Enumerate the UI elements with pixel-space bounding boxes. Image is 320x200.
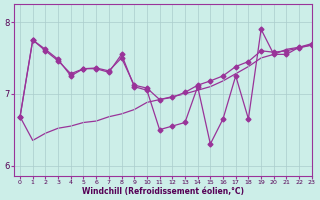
- X-axis label: Windchill (Refroidissement éolien,°C): Windchill (Refroidissement éolien,°C): [82, 187, 244, 196]
